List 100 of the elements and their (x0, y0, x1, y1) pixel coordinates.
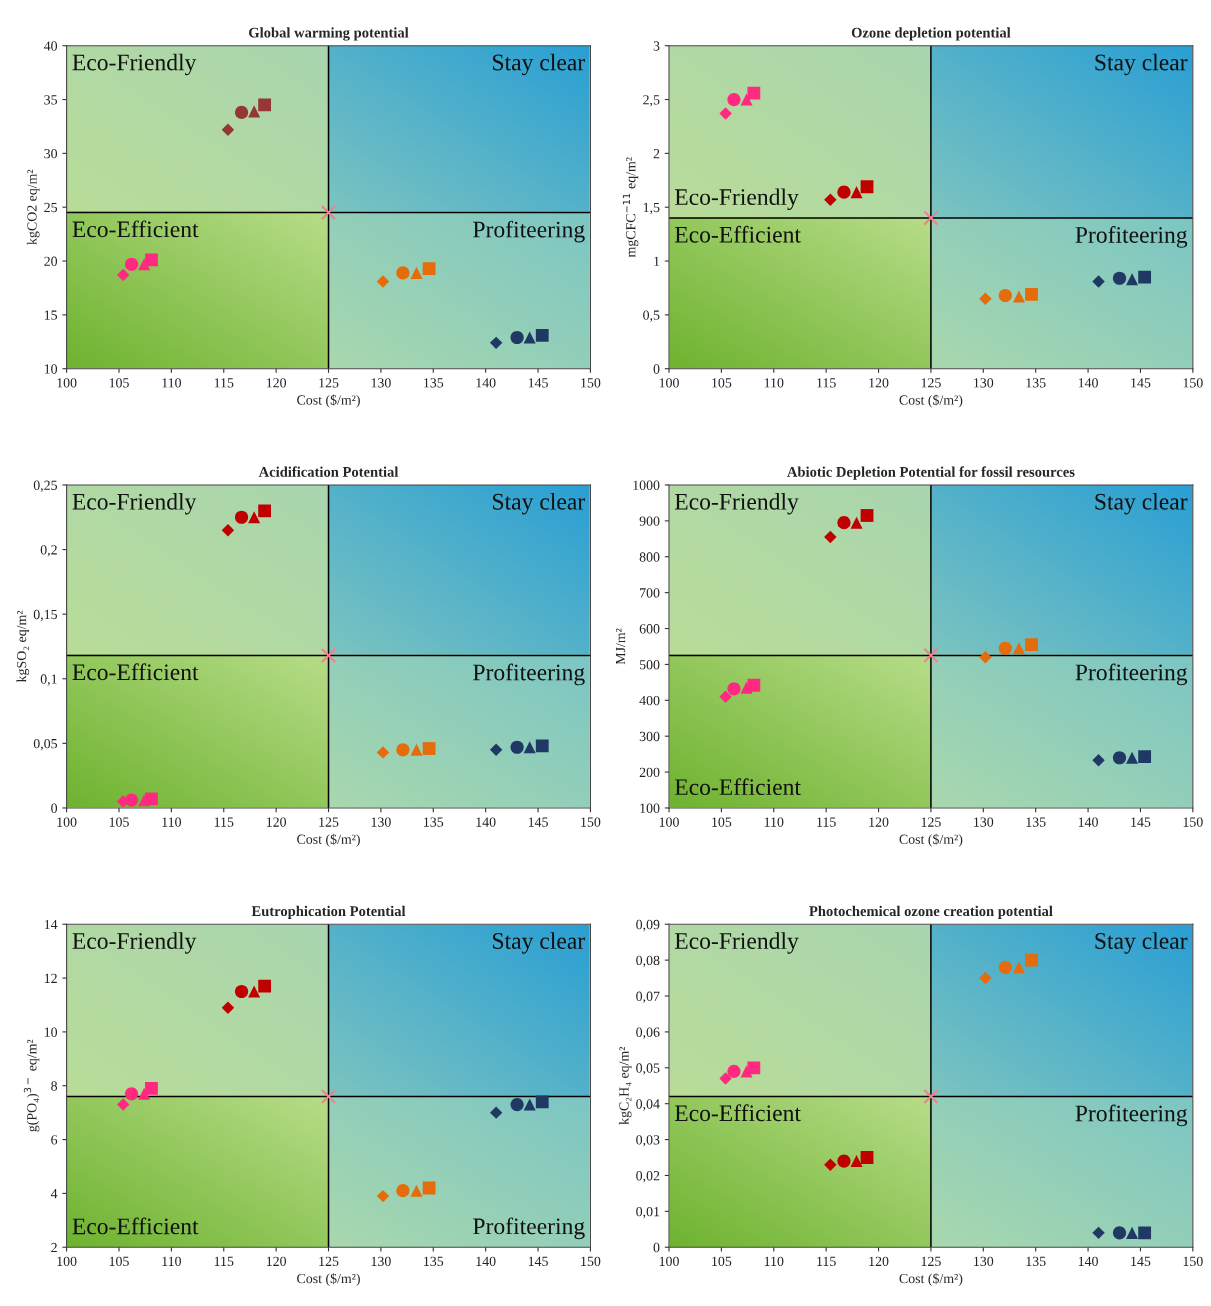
y-tick-label: 3 (653, 41, 660, 51)
annotation: Eco-Efficient (674, 778, 801, 796)
x-tick-label: 145 (1131, 1256, 1151, 1267)
y-tick-label: 12 (44, 973, 57, 983)
y-tick-label: 0,25 (33, 480, 58, 492)
x-tick-label: 135 (424, 1256, 444, 1267)
y-tick-label: 0,1 (40, 674, 57, 686)
annotation: Eco-Friendly (674, 932, 799, 954)
y-tick-label: 0,15 (33, 609, 58, 622)
point (923, 1088, 939, 1105)
y-tick-label: 0,03 (636, 1135, 660, 1147)
x-tick-label: 125 (921, 378, 941, 388)
x-tick-label: 125 (319, 817, 339, 827)
x-tick-label: 145 (1131, 378, 1151, 388)
y-tick-label: 100 (640, 803, 660, 813)
chart-title: Global warming potential (249, 27, 409, 41)
chart-title: Photochemical ozone creation potential (809, 905, 1053, 920)
annotation: Profiteering (473, 1217, 585, 1240)
x-tick-label: 150 (581, 1256, 601, 1267)
y-tick-label: 0 (653, 1242, 660, 1253)
x-axis-title: Cost ($/m²) (899, 394, 963, 408)
y-tick-label: 0,09 (636, 919, 660, 932)
x-tick-label: 140 (1078, 817, 1098, 827)
y-tick-label: 0,05 (33, 738, 58, 751)
x-tick-label: 150 (581, 817, 601, 827)
annotation: Eco-Efficient (72, 663, 199, 681)
x-tick-label: 110 (764, 1256, 784, 1267)
annotation: Eco-Efficient (72, 220, 199, 238)
x-tick-label: 135 (424, 378, 444, 388)
x-axis-title: Cost ($/m²) (297, 1273, 360, 1287)
annotation: Stay clear (493, 53, 585, 76)
y-tick-label: 800 (639, 552, 660, 562)
y-tick-label: 0,01 (636, 1206, 660, 1219)
y-tick-label: 30 (44, 148, 58, 159)
annotation: Stay clear (1095, 53, 1188, 76)
y-tick-label: 25 (44, 202, 58, 213)
x-tick-label: 120 (266, 378, 287, 388)
y-tick-label: 600 (639, 624, 660, 634)
x-tick-label: 140 (476, 1256, 496, 1267)
x-tick-label: 120 (266, 1256, 287, 1267)
annotation: Eco-Friendly (72, 53, 197, 76)
x-tick-label: 110 (764, 817, 784, 827)
y-tick-label: 0,04 (636, 1099, 660, 1111)
x-tick-label: 105 (712, 378, 732, 388)
x-tick-label: 110 (162, 817, 181, 827)
y-tick-label: 14 (44, 919, 58, 930)
x-axis-title: Cost ($/m²) (297, 833, 360, 847)
x-axis-title: Cost ($/m²) (297, 394, 360, 408)
y-tick-label: 6 (51, 1135, 58, 1145)
y-tick-label: 1,5 (643, 202, 660, 215)
x-tick-label: 145 (528, 817, 548, 827)
y-tick-label: 700 (640, 588, 660, 598)
annotation: Stay clear (493, 932, 585, 954)
x-tick-label: 125 (921, 817, 941, 827)
x-tick-label: 135 (1026, 378, 1046, 388)
annotation: Stay clear (1095, 493, 1188, 515)
y-tick-label: 10 (44, 1027, 58, 1037)
y-axis-title: kgCO2 eq/m² (26, 169, 40, 245)
annotation: Eco-Efficient (674, 1104, 801, 1122)
y-axis-title: kgC₂H₄ eq/m² (618, 1046, 632, 1125)
y-tick-label: 1000 (633, 480, 660, 490)
y-tick-label: 35 (44, 95, 58, 105)
x-tick-label: 120 (266, 817, 287, 827)
x-axis-title: Cost ($/m²) (899, 833, 963, 847)
annotation: Profiteering (1075, 663, 1188, 686)
chart-title: Acidification Potential (258, 466, 399, 477)
point (320, 1088, 337, 1105)
x-tick-label: 150 (1183, 1256, 1203, 1267)
x-tick-label: 130 (974, 1256, 994, 1267)
y-tick-label: 0,06 (636, 1027, 660, 1039)
x-tick-label: 110 (764, 378, 784, 388)
x-tick-label: 120 (869, 378, 889, 388)
x-tick-label: 105 (712, 1256, 732, 1267)
y-axis-title: kgSO₂ eq/m² (16, 610, 30, 683)
y-tick-label: 8 (51, 1081, 58, 1091)
y-tick-label: 900 (639, 516, 660, 526)
x-tick-label: 150 (1183, 378, 1203, 388)
y-axis-title: mgCFC$^{−11}$ eq/m² (622, 157, 639, 258)
x-tick-label: 150 (581, 378, 601, 388)
x-tick-label: 135 (1026, 817, 1046, 827)
x-tick-label: 130 (974, 378, 994, 388)
x-tick-label: 125 (921, 1256, 941, 1267)
annotation: Eco-Friendly (72, 493, 197, 515)
annotation: Profiteering (473, 220, 585, 243)
point (320, 204, 337, 221)
y-tick-label: 0 (51, 803, 58, 813)
x-tick-label: 105 (109, 1256, 129, 1267)
y-tick-label: 200 (639, 767, 660, 778)
annotation: Stay clear (493, 493, 585, 515)
y-axis-title: MJ/m² (615, 628, 626, 665)
x-tick-label: 130 (371, 817, 391, 827)
y-tick-label: 0,08 (636, 955, 660, 968)
x-tick-label: 125 (319, 378, 339, 388)
annotation: Profiteering (473, 663, 585, 686)
x-tick-label: 135 (424, 817, 444, 827)
x-tick-label: 145 (1131, 817, 1151, 827)
annotation: Eco-Friendly (674, 493, 799, 515)
x-tick-label: 120 (869, 1256, 889, 1267)
x-axis-title: Cost ($/m²) (899, 1273, 963, 1287)
annotation: Stay clear (1095, 932, 1188, 954)
